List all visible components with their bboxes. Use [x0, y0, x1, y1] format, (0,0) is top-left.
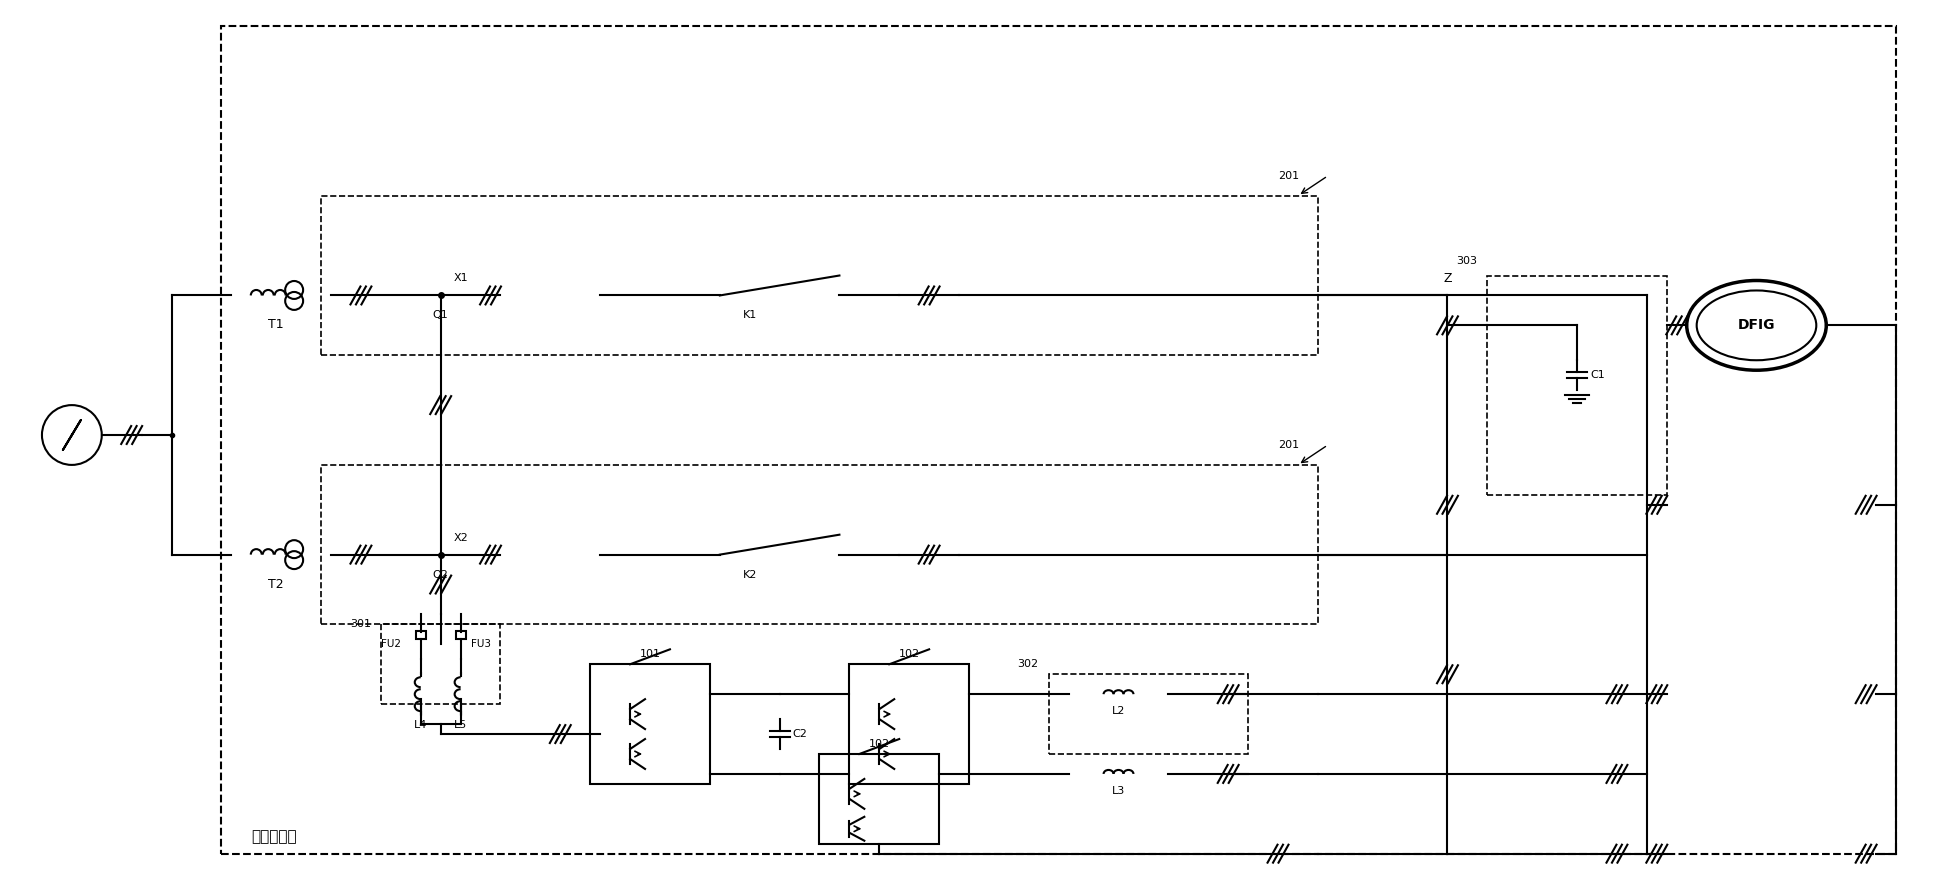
Text: L4: L4 [415, 720, 428, 730]
Text: Q2: Q2 [432, 570, 448, 579]
Text: 102: 102 [868, 739, 890, 749]
Text: X1: X1 [453, 274, 467, 284]
Bar [1048, 675, 1248, 754]
Text: Z: Z [1444, 272, 1452, 285]
Text: L2: L2 [1112, 706, 1126, 716]
Text: C1: C1 [1589, 370, 1605, 381]
Text: L3: L3 [1112, 786, 1126, 796]
Bar [455, 632, 465, 640]
Text: K2: K2 [742, 570, 758, 579]
Text: DFIG: DFIG [1738, 318, 1775, 332]
Bar [322, 465, 1318, 625]
Text: T2: T2 [267, 578, 285, 591]
Text: 201: 201 [1277, 440, 1298, 450]
Text: K1: K1 [742, 311, 758, 320]
Bar [417, 632, 426, 640]
Text: T1: T1 [267, 318, 285, 332]
Text: 201: 201 [1277, 171, 1298, 181]
Text: 303: 303 [1455, 255, 1477, 265]
Bar [820, 754, 940, 844]
Text: 101: 101 [640, 649, 661, 659]
Text: FU3: FU3 [471, 640, 490, 649]
Text: 301: 301 [351, 620, 370, 629]
Bar [322, 196, 1318, 355]
Bar [382, 625, 500, 704]
Text: C2: C2 [793, 729, 808, 739]
Text: FU2: FU2 [380, 640, 401, 649]
Bar [849, 664, 969, 784]
Bar [591, 664, 709, 784]
Text: 102: 102 [899, 649, 921, 659]
Text: 双馈变流器: 双馈变流器 [252, 829, 297, 844]
Text: 302: 302 [1017, 659, 1039, 669]
Bar [1486, 276, 1667, 495]
Text: L5: L5 [453, 720, 467, 730]
Text: Q1: Q1 [432, 311, 448, 320]
Bar [221, 26, 1895, 854]
Text: X2: X2 [453, 533, 467, 542]
